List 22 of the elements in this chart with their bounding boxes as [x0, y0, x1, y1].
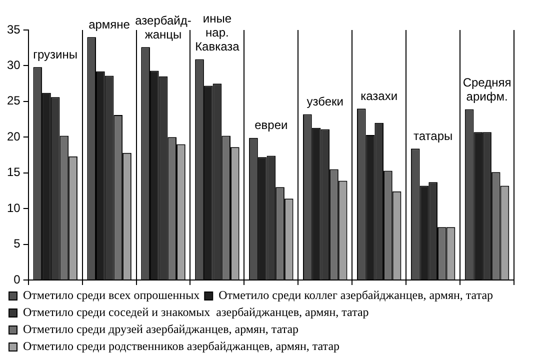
y-tick-label: 35 — [6, 22, 21, 36]
legend-label: Отметило среди всех опрошенных — [23, 288, 200, 302]
y-tick-label: 10 — [6, 200, 21, 215]
y-tick-label: 0 — [14, 272, 21, 286]
y-tick-label: 5 — [14, 236, 21, 251]
legend-label: Отметило среди соседей и знакомых азербайджанцев, армян, татар — [23, 305, 369, 320]
x-tick-label: татары — [414, 128, 453, 143]
x-tick-label: азербайд-жанцы — [135, 13, 192, 42]
x-tick-label: Средняя арифм. — [462, 76, 512, 104]
x-tick-label: грузины — [33, 47, 78, 62]
y-tick-label: 30 — [6, 58, 21, 72]
x-tick-label: узбеки — [306, 94, 344, 109]
legend-label: Отметило среди коллег азербайджанцев, армян, татар — [218, 288, 494, 302]
x-tick-label: евреи — [254, 118, 288, 132]
legend-label: Отметило среди родственников азербайджанцев, армян, татар — [23, 339, 340, 354]
x-tick-label: иные нар. Кавказа — [195, 12, 240, 54]
y-tick-label: 20 — [6, 129, 21, 144]
y-tick-label: 15 — [6, 165, 21, 180]
x-tick-label: армяне — [88, 17, 130, 32]
y-tick-label: 25 — [6, 94, 21, 108]
x-tick-label: казахи — [360, 88, 398, 103]
legend-label: Отметило среди друзей азербайджанцев, армян, татар — [23, 322, 299, 336]
